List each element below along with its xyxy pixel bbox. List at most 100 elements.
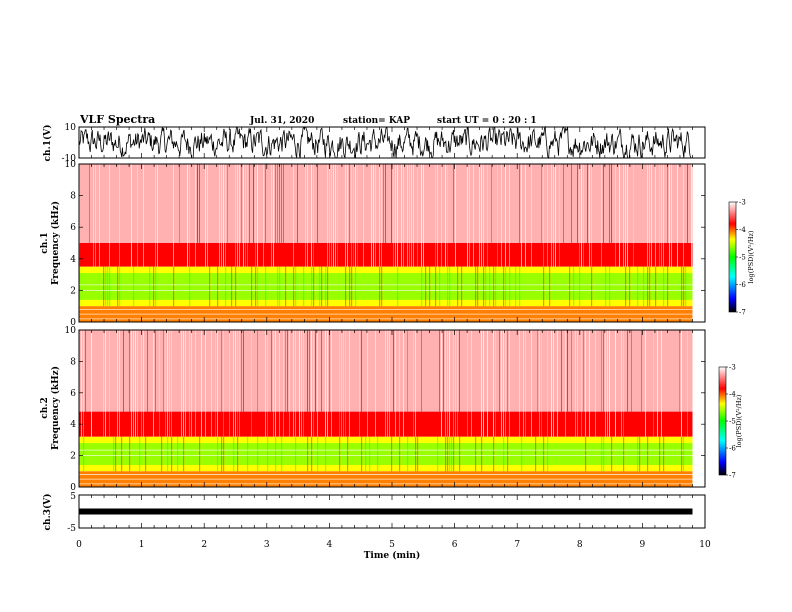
spectrogram-streak [109,164,110,267]
ch1-spectrogram-ticks [78,164,706,322]
spectrogram-streak [497,164,498,267]
spectrogram-streak [349,266,351,307]
spectrogram-streak [89,164,90,243]
spectrogram-streak [441,330,442,437]
spectrogram-streak [671,164,672,267]
spectrogram-streak [357,164,358,267]
spectrogram-streak [577,330,578,437]
spectrogram-streak [559,164,560,267]
spectrogram-streak [359,330,360,437]
spectrogram-streak [103,266,105,307]
spectrogram-streak [155,164,156,267]
spectrogram-streak [331,164,332,267]
spectrogram-streak [207,164,208,267]
spectrogram-streak [129,330,130,412]
spectrogram-streak [473,164,474,267]
spectrogram-streak [639,436,641,472]
spectrogram-streak [293,164,294,267]
spectrogram-streak [171,436,173,472]
spectrogram-streak [241,164,242,243]
spectrogram-streak [515,266,517,307]
spectrogram-streak [459,330,460,412]
spectrogram-streak [243,330,244,412]
spectrogram-streak [153,266,155,307]
colorbar-tick-label: -6 [729,445,736,453]
spectrogram-streak [141,330,142,437]
spectrogram-streak [295,330,296,437]
spectrogram-streak [109,330,110,437]
spectrogram-streak [439,266,441,307]
colorbar-tick-label: -4 [739,226,746,234]
spectrogram-streak [581,330,582,437]
spectrogram-streak [479,164,480,267]
spectrogram-streak [225,266,227,307]
spectrogram-streak [601,330,602,412]
spectrogram-streak [159,330,160,437]
spectrogram-streak [381,164,382,267]
spectrogram-streak [133,330,134,437]
spectrogram-streak [347,164,348,267]
spectrogram-streak [547,330,548,437]
spectrogram-streak [167,436,169,472]
spectrogram-streak [283,330,284,437]
spectrogram-streak [679,330,680,412]
spectrogram-streak [583,330,584,412]
spectrogram-streak [257,164,258,267]
spectrogram-streak [469,164,470,267]
spectrogram-streak [201,330,202,437]
spectrogram-streak [543,164,544,267]
spectrogram-streak [277,266,279,307]
spectrogram-streak [307,436,309,472]
spectrogram-streak [615,164,616,267]
spectrogram-streak [265,164,266,243]
spectrogram-streak [391,164,392,243]
spectrogram-streak [591,266,593,307]
spectrogram-streak [371,164,372,267]
spectrogram-streak [279,330,280,437]
spectrogram-streak [379,266,381,307]
spectrogram-streak [265,330,266,437]
spectrogram-streak [329,330,330,412]
spectrogram-streak [573,266,575,307]
spectrogram-streak [301,330,302,437]
spectrogram-streak [249,164,250,243]
spectrogram-streak [643,266,645,307]
spectrogram-streak [95,164,96,267]
spectrogram-streak [83,436,85,472]
spectrogram-streak [251,266,253,307]
spectrogram-streak [317,330,318,437]
spectrogram-streak [449,266,451,307]
spectrogram-streak [275,164,276,243]
spectrogram-streak [343,330,344,437]
spectrogram-streak [155,330,156,412]
spectrogram-streak [681,330,682,437]
spectrogram-streak [277,164,278,243]
spectrogram-streak [173,266,175,307]
spectrogram-streak [163,330,164,412]
spectrogram-streak [161,436,163,472]
spectrogram-streak [205,164,206,267]
spectrogram-streak [561,330,562,412]
spectrogram-streak [355,164,356,267]
spectrogram-streak [327,266,329,307]
spectrogram-streak [687,164,688,243]
spectrogram-streak [223,436,225,472]
spectrogram-streak [519,164,520,243]
spectrogram-streak [659,164,660,267]
spectrogram-streak [429,266,431,307]
spectrogram-streak [589,164,590,267]
spectrogram-streak [271,164,272,267]
spectrogram-streak [257,266,259,307]
spectrogram-streak [183,330,184,437]
spectrogram-streak [667,164,668,243]
time-tick-label: 6 [452,540,458,550]
ch2-ytick-label: 10 [65,326,77,336]
spectrogram-streak [267,330,268,437]
date-label: Jul. 31, 2020 [249,116,314,126]
spectrogram-streak [553,164,554,267]
spectrogram-streak [579,164,580,267]
spectrogram-streak [417,436,419,472]
spectrogram-streak [333,164,334,267]
spectrogram-streak [655,266,657,307]
